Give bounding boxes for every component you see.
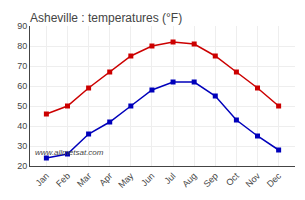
svg-text:Nov: Nov (244, 170, 263, 189)
svg-text:Jan: Jan (34, 171, 51, 188)
svg-text:Feb: Feb (54, 171, 72, 189)
svg-text:Oct: Oct (224, 170, 241, 187)
svg-text:50: 50 (17, 101, 27, 111)
svg-text:May: May (116, 170, 135, 189)
svg-text:70: 70 (17, 61, 27, 71)
svg-text:Jun: Jun (139, 171, 156, 188)
svg-text:80: 80 (17, 41, 27, 51)
svg-text:Sep: Sep (201, 171, 219, 189)
svg-text:Jul: Jul (162, 171, 177, 186)
svg-text:Aug: Aug (180, 171, 198, 189)
svg-text:Mar: Mar (75, 171, 93, 189)
svg-text:Apr: Apr (97, 171, 114, 188)
svg-text:90: 90 (17, 21, 27, 31)
svg-text:Dec: Dec (265, 170, 284, 189)
svg-text:Asheville : temperatures (°F): Asheville : temperatures (°F) (30, 11, 182, 25)
svg-text:30: 30 (17, 141, 27, 151)
svg-text:60: 60 (17, 81, 27, 91)
svg-text:20: 20 (17, 161, 27, 171)
svg-text:40: 40 (17, 121, 27, 131)
svg-text:www.allmetsat.com: www.allmetsat.com (35, 148, 104, 157)
